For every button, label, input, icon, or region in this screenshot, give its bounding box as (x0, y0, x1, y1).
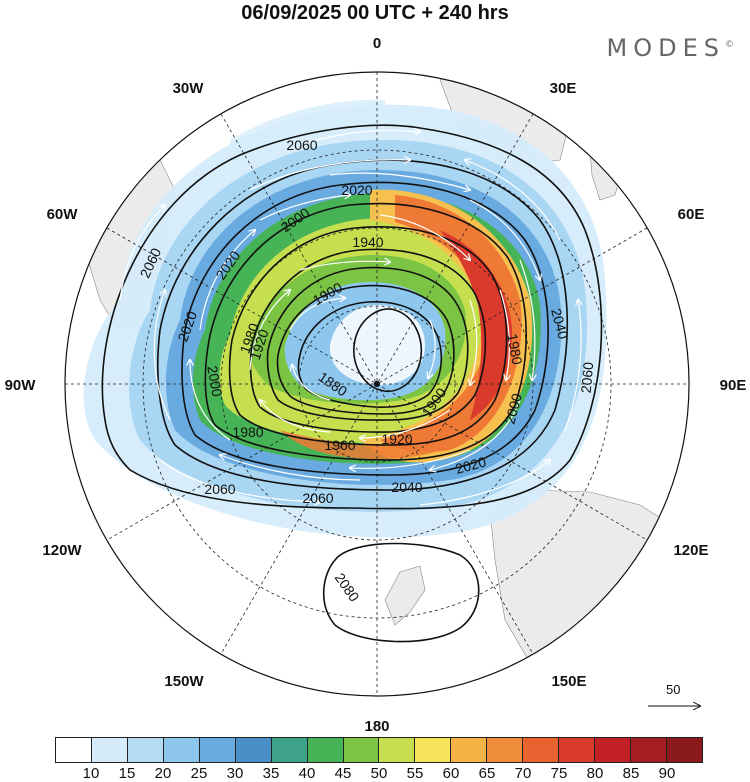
lon-label-180: 180 (364, 718, 389, 735)
contour-label: 2040 (548, 307, 572, 341)
contour-2020 (181, 181, 549, 476)
wind-streamlines (119, 131, 581, 505)
contour-2080 (322, 542, 480, 643)
contour-1980 (228, 226, 508, 446)
colorbar-tick-label: 40 (298, 765, 316, 782)
brand-name: MODES (606, 34, 725, 62)
colorbar-segment (666, 738, 702, 762)
colorbar-tick-label: 70 (514, 765, 532, 782)
lon-label-60w: 60W (47, 206, 79, 223)
colorbar-segment (343, 738, 380, 762)
pole-marker (374, 381, 380, 387)
colorbar (55, 737, 703, 763)
brand-logo: MODES© (607, 34, 734, 62)
contour-label: 1920 (381, 431, 412, 447)
contour-label: 1980 (232, 424, 263, 440)
contour-2000 (204, 202, 527, 461)
colorbar-segment (559, 738, 596, 762)
contour-1960 (249, 248, 487, 433)
colorbar-segment (415, 738, 452, 762)
contour-label: 2060 (286, 137, 317, 153)
colorbar-tick-label: 45 (334, 765, 352, 782)
contour-label: 2040 (391, 479, 422, 495)
lon-label-120e: 120E (673, 542, 708, 559)
contour-label: 2020 (454, 453, 488, 477)
contour-label: 1940 (352, 234, 383, 250)
lon-label-150e: 150E (551, 673, 586, 690)
contour-1900 (297, 301, 443, 408)
polar-map: 0 30E 60E 90E 120E 150E 180 150W 120W 90… (5, 35, 747, 735)
colorbar-segment (379, 738, 416, 762)
contour-label: 2060 (578, 361, 597, 394)
contour-label: 2060 (302, 490, 333, 506)
map-border (64, 71, 690, 697)
colorbar-tick-label: 15 (118, 765, 136, 782)
colorbar-tick-label: 30 (226, 765, 244, 782)
lon-label-150w: 150W (164, 673, 204, 690)
contour-label: 2000 (501, 391, 525, 425)
contour-label: 1960 (324, 437, 355, 453)
wind-speed-shading (83, 99, 607, 538)
contour-label: 2060 (204, 481, 235, 497)
lon-label-30w: 30W (173, 80, 205, 97)
colorbar-tick-label: 10 (82, 765, 100, 782)
contour-2060-outer (101, 124, 603, 510)
colorbar-tick-label: 75 (550, 765, 568, 782)
colorbar-segment (199, 738, 236, 762)
lon-label-0: 0 (373, 35, 381, 52)
colorbar-segment (271, 738, 308, 762)
colorbar-segment (595, 738, 631, 762)
colorbar-segment (307, 738, 344, 762)
lon-label-30e: 30E (550, 80, 577, 97)
colorbar-tick-label: 90 (658, 765, 676, 782)
colorbar-tick-label: 55 (406, 765, 424, 782)
colorbar-tick-label: 20 (154, 765, 172, 782)
shade-core-calm (329, 305, 425, 385)
land-new-zealand (384, 565, 426, 626)
contour-label: 2000 (204, 364, 225, 398)
colorbar-segment (56, 738, 92, 762)
colorbar-tick-label: 50 (370, 765, 388, 782)
contour-1940 (266, 266, 469, 421)
longitude-labels: 0 30E 60E 90E 120E 150E 180 150W 120W 90… (5, 35, 747, 735)
colorbar-segment (163, 738, 200, 762)
shade-north-ridge (230, 99, 390, 165)
lon-label-120w: 120W (42, 542, 82, 559)
colorbar-segment (523, 738, 560, 762)
brand-copyright-mark: © (725, 40, 734, 50)
reference-vector-value: 50 (666, 682, 681, 697)
colorbar-tick-label: 35 (262, 765, 280, 782)
colorbar-segment (451, 738, 488, 762)
shade-inner-jet-south (280, 430, 460, 460)
colorbar-tick-label: 80 (586, 765, 604, 782)
contour-label: 2020 (341, 182, 372, 198)
colorbar-segment (127, 738, 164, 762)
contour-1880 (353, 308, 422, 392)
colorbar-segment (235, 738, 272, 762)
lon-label-90w: 90W (5, 377, 37, 394)
reference-vector: 50 (644, 682, 704, 722)
colorbar-segment (487, 738, 524, 762)
contour-1920 (276, 284, 455, 415)
colorbar-ticks: 10 15 20 25 30 35 40 45 50 55 60 65 70 75 80 85 90 (55, 765, 703, 782)
lon-label-90e: 90E (720, 377, 747, 394)
colorbar-tick-label: 85 (622, 765, 640, 782)
colorbar-segment (91, 738, 128, 762)
chart-title: 06/09/2025 00 UTC + 240 hrs (241, 2, 509, 24)
reference-vector-arrow (648, 682, 704, 722)
colorbar-segment (631, 738, 667, 762)
colorbar-tick-label: 60 (442, 765, 460, 782)
colorbar-tick-label: 65 (478, 765, 496, 782)
lon-label-60e: 60E (678, 206, 705, 223)
colorbar-tick-label: 25 (190, 765, 208, 782)
contour-label: 1980 (504, 332, 525, 366)
